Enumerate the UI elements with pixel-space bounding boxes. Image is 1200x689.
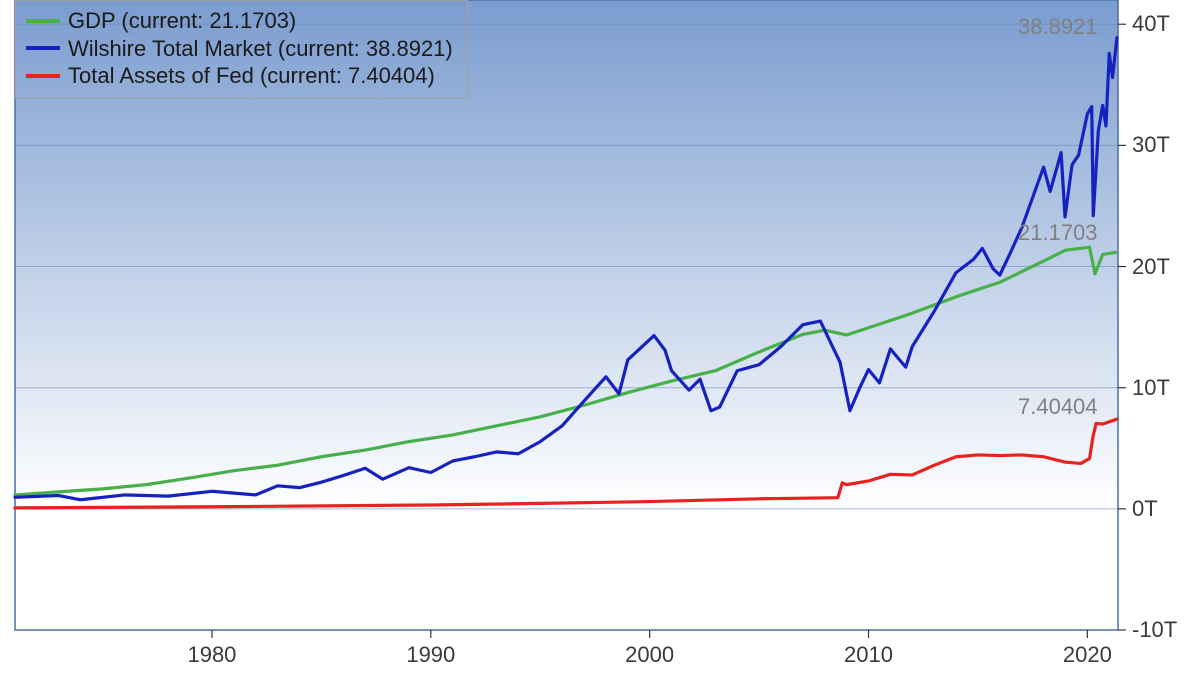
x-axis-tick-label: 1990 xyxy=(406,642,455,668)
y-axis-tick-label: 30T xyxy=(1132,132,1170,158)
value-callout: 38.8921 xyxy=(1018,14,1098,40)
legend: GDP (current: 21.1703) Wilshire Total Ma… xyxy=(15,0,468,99)
legend-label: GDP (current: 21.1703) xyxy=(68,7,296,35)
legend-label: Wilshire Total Market (current: 38.8921) xyxy=(68,35,453,63)
legend-swatch xyxy=(26,74,60,78)
value-callout: 21.1703 xyxy=(1018,220,1098,246)
x-axis-tick-label: 2010 xyxy=(844,642,893,668)
legend-item-fed: Total Assets of Fed (current: 7.40404) xyxy=(26,62,453,90)
economic-line-chart: GDP (current: 21.1703) Wilshire Total Ma… xyxy=(0,0,1200,689)
legend-label: Total Assets of Fed (current: 7.40404) xyxy=(68,62,435,90)
legend-swatch xyxy=(26,46,60,50)
y-axis-tick-label: -10T xyxy=(1132,617,1177,643)
legend-item-wilshire: Wilshire Total Market (current: 38.8921) xyxy=(26,35,453,63)
legend-swatch xyxy=(26,19,60,23)
legend-item-gdp: GDP (current: 21.1703) xyxy=(26,7,453,35)
y-axis-tick-label: 40T xyxy=(1132,11,1170,37)
chart-svg xyxy=(0,0,1200,689)
y-axis-tick-label: 10T xyxy=(1132,375,1170,401)
y-axis-tick-label: 0T xyxy=(1132,496,1158,522)
y-axis-tick-label: 20T xyxy=(1132,254,1170,280)
x-axis-tick-label: 2020 xyxy=(1063,642,1112,668)
x-axis-tick-label: 1980 xyxy=(187,642,236,668)
value-callout: 7.40404 xyxy=(1018,394,1098,420)
x-axis-tick-label: 2000 xyxy=(625,642,674,668)
